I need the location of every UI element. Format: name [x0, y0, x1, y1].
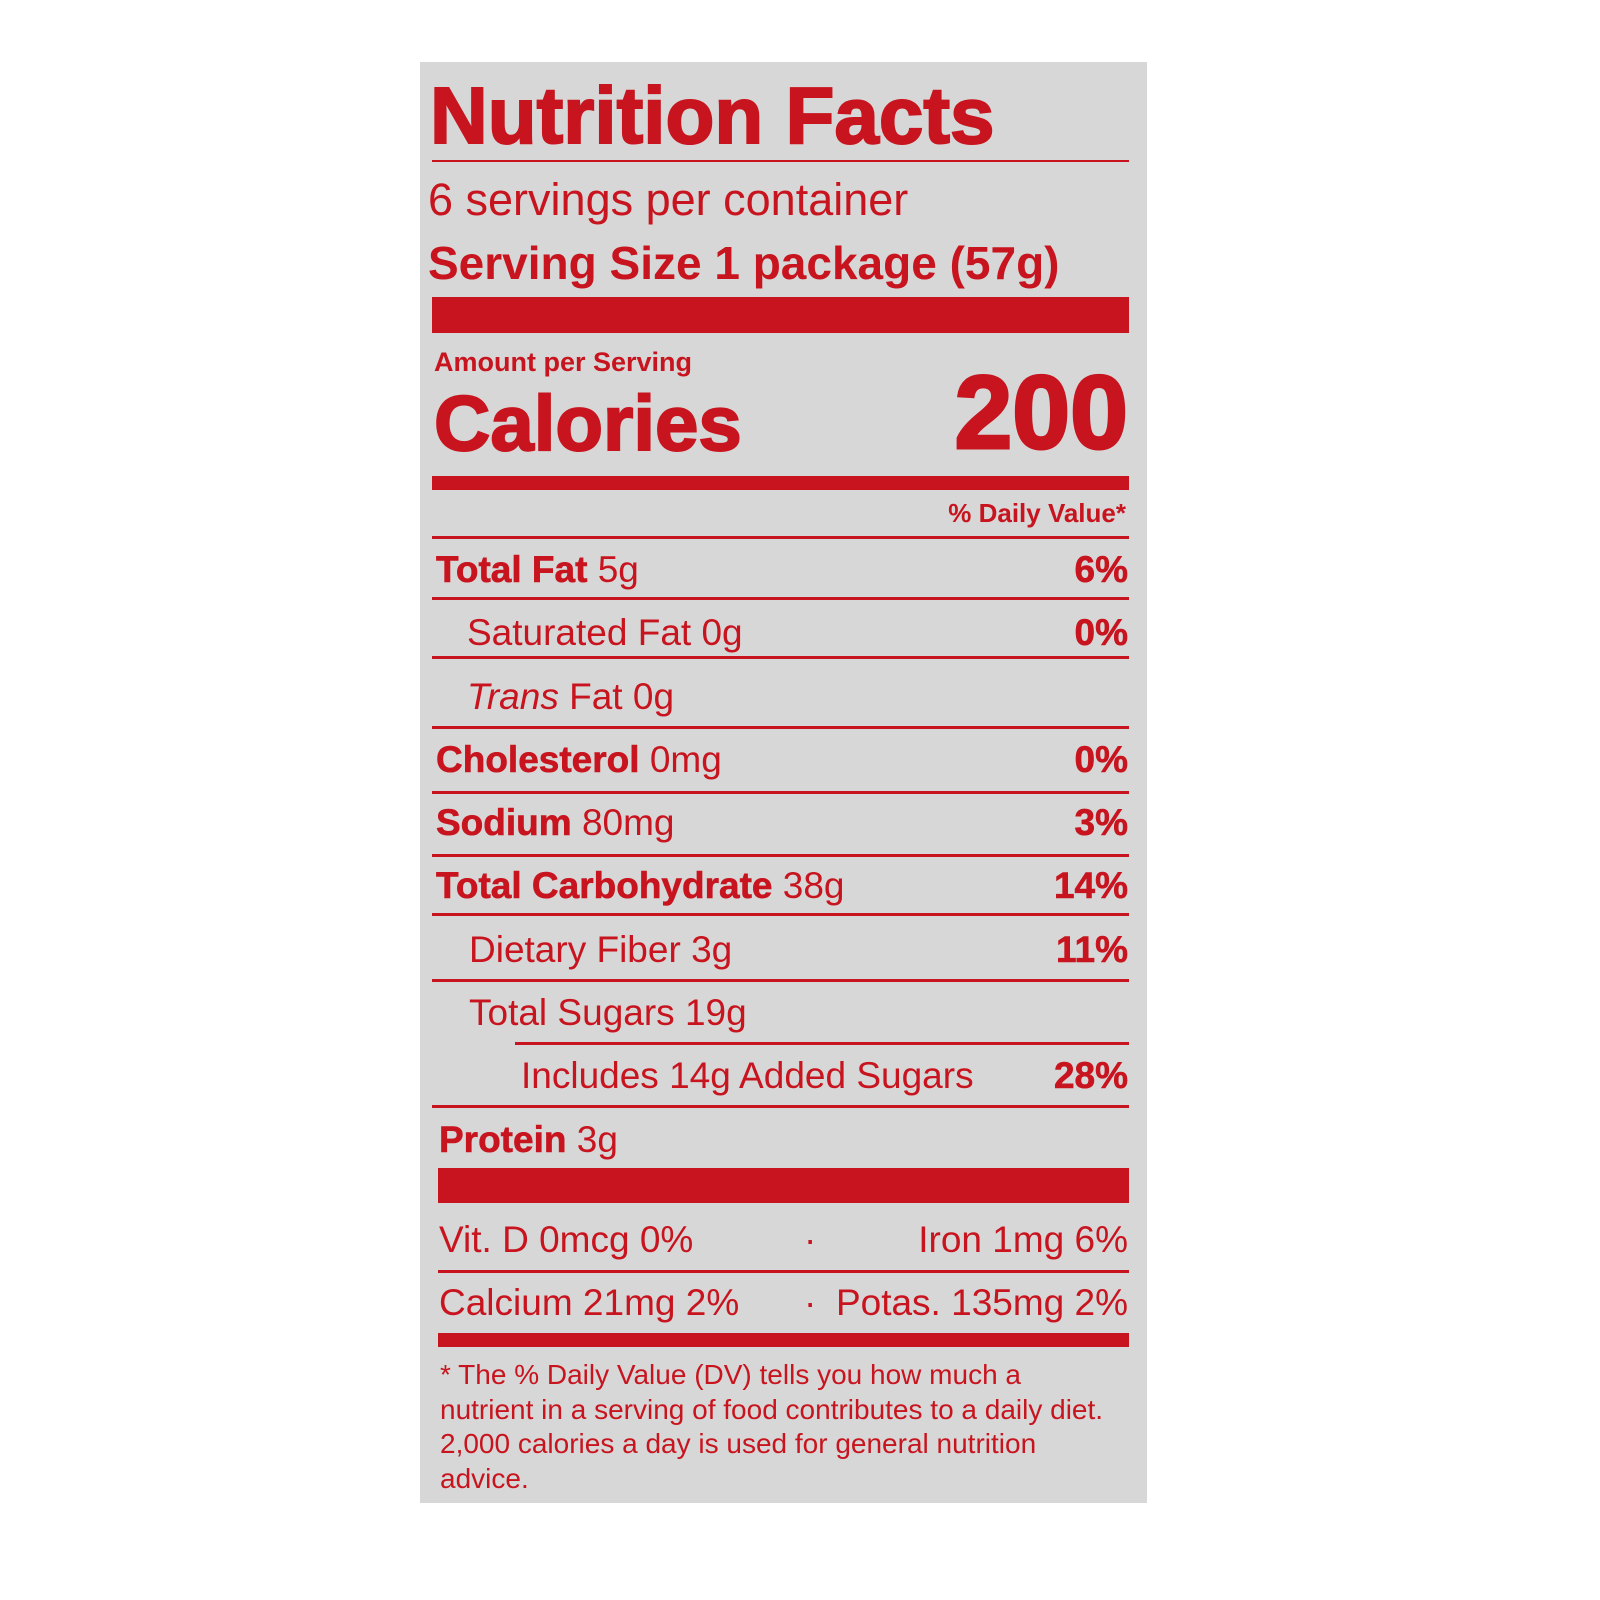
- medium-divider: [432, 476, 1129, 490]
- amount-per-serving: Amount per Serving: [434, 347, 693, 377]
- nutrient-dv: 14%: [1053, 865, 1129, 907]
- nutrient-amount: 0g: [632, 676, 675, 717]
- calcium: Calcium 21mg 2%: [439, 1282, 740, 1323]
- nutrient-amount: 19g: [684, 992, 747, 1033]
- nutrient-name: Total Fat: [436, 549, 588, 591]
- nutrient-name: Includes 14g Added Sugars: [521, 1055, 974, 1096]
- nutrient-name: Total Sugars: [469, 992, 675, 1033]
- nutrient-name: Dietary Fiber: [469, 929, 681, 970]
- divider: [432, 656, 1129, 659]
- calories-value: 200: [953, 354, 1130, 473]
- nutrient-row-dietary-fiber: Dietary Fiber 3g 11%: [436, 928, 1128, 972]
- nutrient-row-total-sugars: Total Sugars 19g: [436, 991, 1128, 1035]
- nutrient-name: Sodium: [436, 802, 572, 844]
- divider: [432, 913, 1129, 916]
- nutrient-dv: 11%: [1055, 929, 1129, 971]
- serving-size-value: 1 package (57g): [714, 237, 1060, 289]
- nutrient-name-suffix: Fat: [569, 676, 623, 717]
- nutrient-amount: 38g: [782, 865, 845, 906]
- thick-divider: [438, 1168, 1129, 1203]
- calories-label: Calories: [433, 378, 743, 468]
- nutrient-row-added-sugars: Includes 14g Added Sugars 28%: [436, 1054, 1128, 1098]
- divider: [432, 536, 1129, 539]
- divider: [432, 1105, 1129, 1108]
- nutrient-dv: 28%: [1053, 1055, 1129, 1097]
- nutrient-row-total-carbohydrate: Total Carbohydrate 38g 14%: [436, 864, 1129, 908]
- divider: [438, 1270, 1129, 1273]
- nutrient-row-saturated-fat: Saturated Fat 0g 0%: [436, 611, 1128, 655]
- label-title: Nutrition Facts: [429, 70, 995, 161]
- nutrient-name: Cholesterol: [436, 739, 640, 781]
- nutrient-row-trans-fat: Trans Fat 0g: [436, 675, 1128, 719]
- nutrient-row-sodium: Sodium 80mg 3%: [436, 801, 1129, 845]
- nutrient-amount: 3g: [691, 929, 733, 970]
- divider: [432, 160, 1129, 162]
- nutrient-dv: 0%: [1074, 739, 1128, 781]
- thick-divider: [432, 297, 1129, 333]
- medium-divider: [438, 1333, 1129, 1347]
- separator-dot: ·: [804, 1219, 817, 1260]
- serving-size: Serving Size 1 package (57g): [428, 236, 1060, 290]
- nutrient-row-protein: Protein 3g: [436, 1118, 1128, 1162]
- nutrient-row-cholesterol: Cholesterol 0mg 0%: [436, 738, 1129, 782]
- nutrient-amount: 80mg: [581, 802, 675, 843]
- daily-value-footnote: * The % Daily Value (DV) tells you how m…: [440, 1359, 1104, 1494]
- divider: [515, 1042, 1129, 1045]
- daily-value-header: % Daily Value*: [948, 498, 1126, 528]
- nutrient-name: Saturated Fat: [467, 612, 692, 653]
- separator-dot: ·: [804, 1282, 817, 1323]
- divider: [432, 854, 1129, 857]
- nutrient-amount: 0g: [701, 612, 743, 653]
- potassium: Potas. 135mg 2%: [835, 1282, 1128, 1323]
- iron: Iron 1mg 6%: [918, 1219, 1128, 1260]
- divider: [432, 597, 1129, 600]
- nutrient-name: Protein: [439, 1119, 567, 1161]
- nutrient-dv: 6%: [1074, 549, 1128, 591]
- divider: [432, 726, 1129, 729]
- nutrient-dv: 0%: [1074, 612, 1128, 654]
- servings-per-container: 6 servings per container: [428, 174, 909, 225]
- nutrient-amount: 5g: [597, 549, 639, 590]
- serving-size-label: Serving Size: [428, 237, 702, 289]
- nutrient-row-total-fat: Total Fat 5g 6%: [436, 548, 1129, 592]
- divider: [432, 979, 1129, 982]
- nutrient-name: Trans: [467, 676, 559, 717]
- vitamin-d: Vit. D 0mcg 0%: [439, 1219, 694, 1260]
- divider: [432, 791, 1129, 794]
- nutrient-dv: 3%: [1074, 802, 1128, 844]
- nutrient-name: Total Carbohydrate: [436, 865, 773, 907]
- nutrient-amount: 3g: [576, 1119, 618, 1160]
- nutrient-amount: 0mg: [649, 739, 722, 780]
